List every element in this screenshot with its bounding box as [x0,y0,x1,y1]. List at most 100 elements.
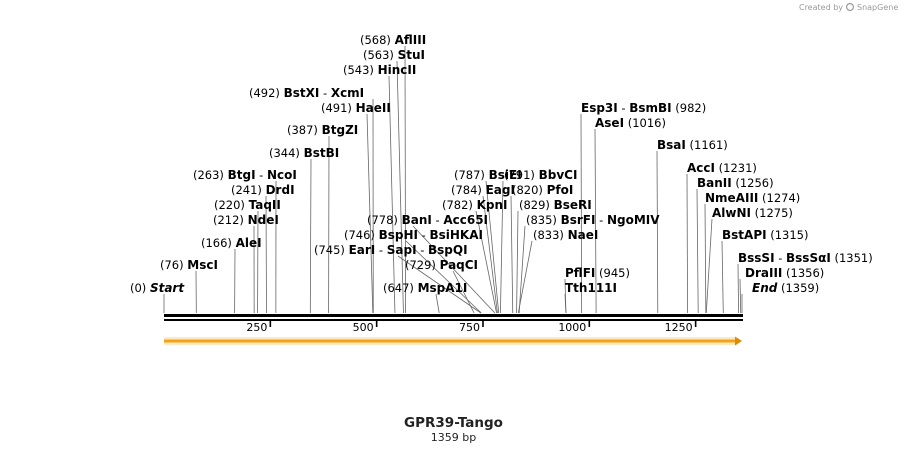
site-coordinate: (1231) [719,161,757,175]
site-coordinate: (829) [519,198,550,212]
backbone-top-strand [164,314,743,317]
snapgene-logo-icon [845,2,854,12]
feature-arrow[interactable] [164,336,742,346]
leader-line [405,240,482,314]
enzyme-site-label[interactable]: AseI (1016) [595,116,666,130]
enzyme-site-label[interactable]: (263) BtgI - NcoI [193,168,297,182]
enzyme-name: PflFI [565,266,595,280]
site-coordinate: (492) [249,86,280,100]
enzyme-site-label[interactable]: (729) PaqCI [405,258,478,272]
leader-line [396,60,404,314]
enzyme-name: BstXI [284,86,320,100]
enzyme-site-label[interactable]: (833) NaeI [533,228,598,242]
site-coordinate: (729) [405,258,436,272]
enzyme-site-label[interactable]: BsaI (1161) [657,138,728,152]
enzyme-site-label[interactable]: (543) HincII [343,63,416,77]
map-title: GPR39-Tango [404,415,503,431]
leader-line [704,203,707,314]
tick-label: 1000 [558,321,586,334]
enzyme-site-label[interactable]: (829) BseRI [519,198,592,212]
enzyme-site-label[interactable]: (745) EarI - SapI - BspQI [314,243,468,257]
enzyme-name: BstBI [304,146,340,160]
site-coordinate: (784) [451,183,482,197]
leader-line [656,150,659,314]
enzyme-name: EarI [349,243,376,257]
enzyme-site-label[interactable]: AccI (1231) [687,161,757,175]
leader-line [696,188,699,314]
enzyme-site-label[interactable]: End (1359) [752,281,819,295]
site-coordinate: (945) [599,266,630,280]
enzyme-site-label[interactable]: BstAPI (1315) [722,228,808,242]
enzyme-site-label[interactable]: (0) Start [130,281,185,295]
enzyme-name: NmeAIII [705,191,758,205]
site-coordinate: (982) [675,101,706,115]
enzyme-name: BstAPI [722,228,767,242]
enzyme-site-label[interactable]: (647) MspA1I [383,281,467,295]
site-coordinate: (212) [213,213,244,227]
enzyme-site-label[interactable]: BanII (1256) [697,176,774,190]
enzyme-name: PaqCI [440,258,478,272]
name-separator: - [375,243,386,257]
enzyme-site-label[interactable]: (344) BstBI [269,146,339,160]
site-coordinate: (543) [343,63,374,77]
position-ticks: 250 500 750 1000 1250 [246,320,697,334]
enzyme-site-label[interactable]: PflFI (945) [565,266,630,280]
enzyme-site-label[interactable]: (746) BspHI - BsiHKAI [344,228,483,242]
enzyme-site-label[interactable]: (76) MscI [160,258,218,272]
enzyme-name: DraIII [745,266,782,280]
site-coordinate: (1359) [781,281,819,295]
site-coordinate: (1256) [735,176,773,190]
enzyme-site-label[interactable]: (782) KpnI [442,198,508,212]
enzyme-name: SapI [387,243,417,257]
leader-line [517,240,533,314]
enzyme-name: NgoMIV [607,213,660,227]
name-separator: - [418,228,429,242]
enzyme-name: End [752,281,778,295]
enzyme-site-label[interactable]: Tth111I [565,281,617,295]
site-coordinate: (1356) [786,266,824,280]
enzyme-site-label[interactable]: (563) StuI [363,48,425,62]
enzyme-site-label[interactable]: (778) BanI - Acc65I [367,213,488,227]
tick-label: 250 [246,321,267,334]
site-coordinate: (387) [287,123,318,137]
enzyme-site-label[interactable]: (492) BstXI - XcmI [249,86,364,100]
feature-bar[interactable] [164,339,735,343]
enzyme-name: NdeI [248,213,279,227]
site-coordinate: (746) [344,228,375,242]
enzyme-site-label[interactable]: (835) BsrFI - NgoMIV [526,213,660,227]
enzyme-name: BssSI [738,251,775,265]
enzyme-site-label[interactable]: (241) DrdI [231,183,295,197]
enzyme-site-label[interactable]: BssSI - BssSαI (1351) [738,251,873,265]
enzyme-site-label[interactable]: Esp3I - BsmBI (982) [581,101,706,115]
enzyme-site-label[interactable]: (220) TaqII [214,198,281,212]
enzyme-name: XcmI [331,86,364,100]
site-coordinate: (241) [231,183,262,197]
leader-line [366,113,374,314]
enzyme-site-label[interactable]: (787) BsiEI [454,168,522,182]
enzyme-site-label[interactable]: (212) NdeI [213,213,279,227]
enzyme-name: Start [150,281,185,295]
enzyme-site-label[interactable]: DraIII (1356) [745,266,824,280]
enzyme-site-label[interactable]: (820) PfoI [512,183,573,197]
enzyme-name: Acc65I [443,213,488,227]
enzyme-name: BseRI [554,198,592,212]
enzyme-site-label[interactable]: (784) EagI [451,183,515,197]
site-coordinate: (1274) [762,191,800,205]
enzyme-site-label[interactable]: AlwNI (1275) [712,206,793,220]
enzyme-name: HaeII [356,101,391,115]
leader-line [518,225,526,314]
enzyme-name: KpnI [477,198,508,212]
enzyme-site-label[interactable]: NmeAIII (1274) [705,191,800,205]
site-coordinate: (166) [201,236,232,250]
enzyme-site-label[interactable]: (166) AleI [201,236,262,250]
leader-line [482,195,498,314]
tick-label: 500 [353,321,374,334]
enzyme-labels: (0) Start(76) MscI(166) AleI(212) NdeI(2… [130,33,873,295]
enzyme-name: BanII [697,176,732,190]
enzyme-site-label[interactable]: (791) BbvCI [504,168,577,182]
enzyme-site-label[interactable]: (387) BtgZI [287,123,358,137]
enzyme-name: BanI [402,213,432,227]
enzyme-site-label[interactable]: (568) AflIII [360,33,426,47]
enzyme-site-label[interactable]: (491) HaeII [321,101,391,115]
